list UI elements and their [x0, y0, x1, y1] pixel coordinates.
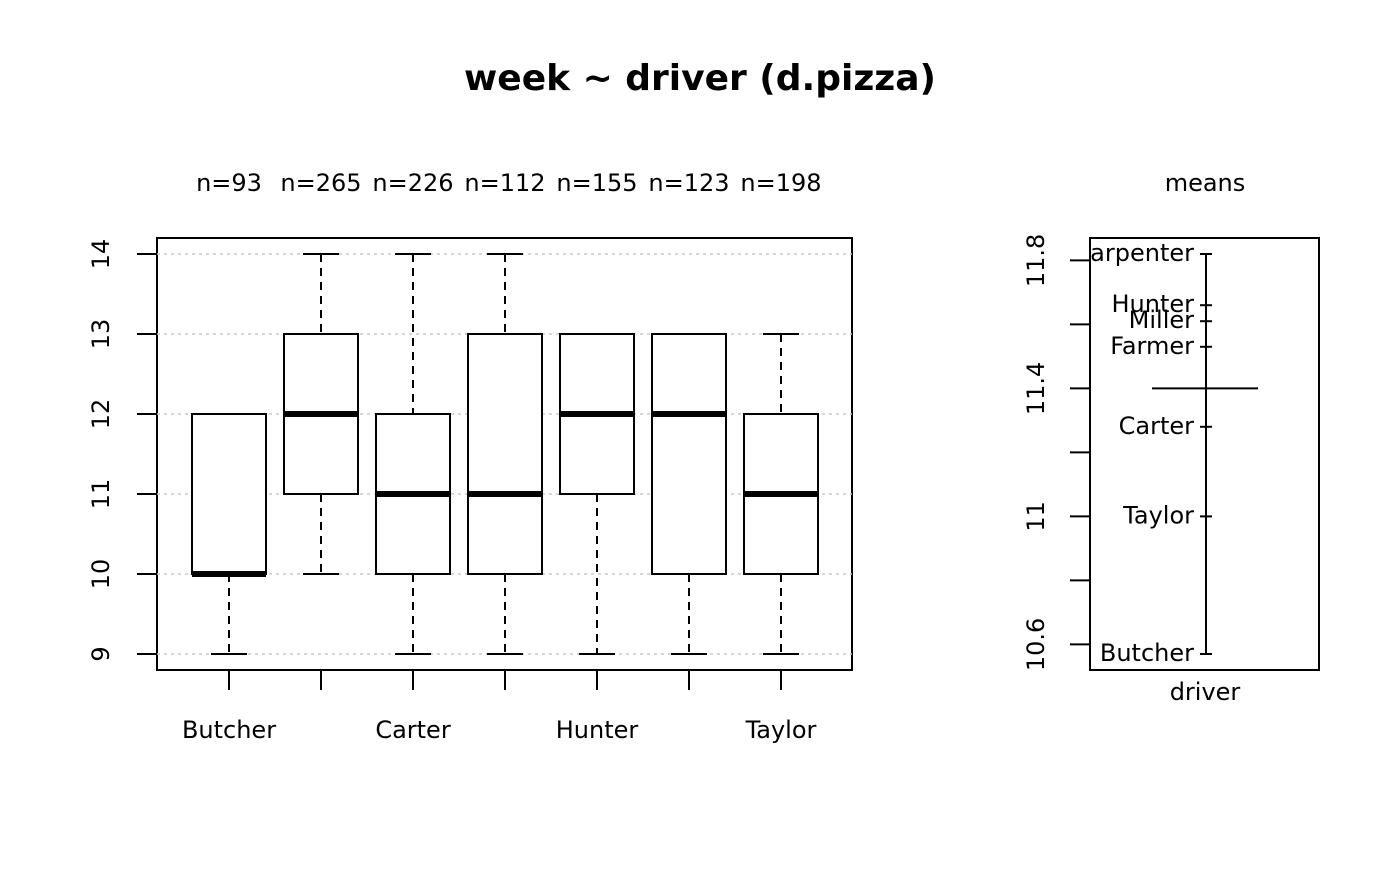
x-tick-label: Butcher — [182, 716, 276, 744]
mean-label: Taylor — [1122, 501, 1194, 529]
mean-label: Farmer — [1110, 332, 1194, 360]
n-label: n=155 — [556, 169, 637, 197]
y-tick-label: 9 — [87, 646, 115, 661]
x-tick-label: Taylor — [745, 716, 817, 744]
mean-label: Hunter — [1111, 290, 1194, 318]
x-axis-label: driver — [1170, 678, 1241, 706]
y-tick-label: 10.6 — [1022, 618, 1050, 671]
n-label: n=123 — [648, 169, 729, 197]
n-label: n=93 — [196, 169, 262, 197]
mean-label: Carter — [1119, 412, 1195, 440]
y-tick-label: 13 — [87, 319, 115, 350]
n-label: n=226 — [372, 169, 453, 197]
y-tick-label: 12 — [87, 399, 115, 430]
panel-title: means — [1165, 169, 1246, 197]
box — [467, 333, 543, 575]
y-tick-label: 11.8 — [1022, 234, 1050, 287]
n-label: n=198 — [740, 169, 821, 197]
x-tick-label: Carter — [375, 716, 451, 744]
chart-title: week ~ driver (d.pizza) — [464, 58, 936, 99]
y-tick-label: 11 — [87, 479, 115, 510]
n-label: n=265 — [280, 169, 361, 197]
plot-frame — [1089, 237, 1320, 671]
n-label: n=112 — [464, 169, 545, 197]
box — [191, 413, 267, 575]
mean-label: Miller — [1129, 306, 1194, 334]
mean-label: Carpenter — [1073, 239, 1194, 267]
y-tick-label: 11 — [1022, 501, 1050, 532]
y-tick-label: 14 — [87, 239, 115, 270]
y-tick-label: 11.4 — [1022, 362, 1050, 415]
y-tick-label: 10 — [87, 559, 115, 590]
box — [651, 333, 727, 575]
mean-label: Butcher — [1100, 639, 1194, 667]
x-tick-label: Hunter — [556, 716, 639, 744]
